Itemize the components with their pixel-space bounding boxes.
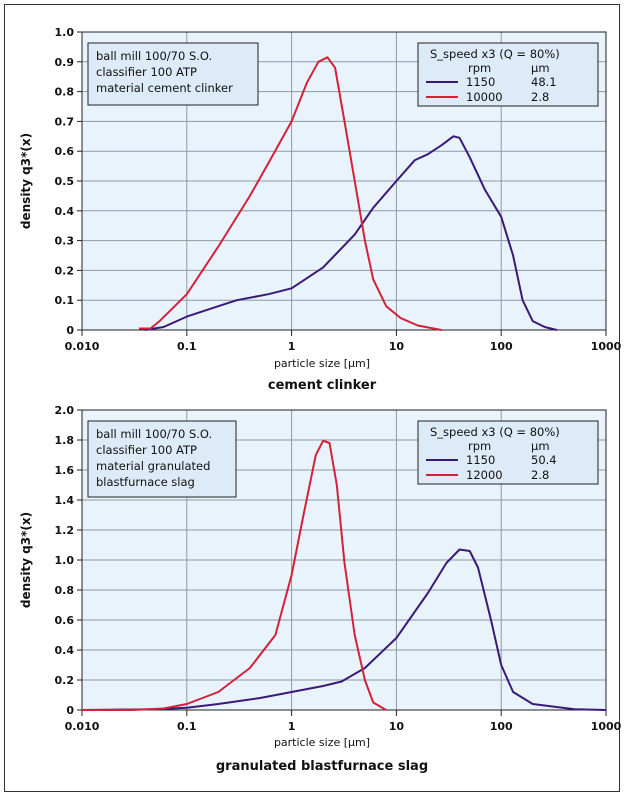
y-tick-label: 1.8: [55, 434, 75, 447]
y-tick-label: 0.4: [55, 205, 75, 218]
x-tick-label: 10: [389, 340, 405, 353]
y-tick-label: 0: [66, 704, 74, 717]
legend-title: S_speed x3 (Q = 80%): [430, 47, 560, 61]
figure-frame: [4, 4, 620, 792]
chart-title: granulated blastfurnace slag: [216, 759, 428, 774]
y-tick-label: 1.0: [55, 26, 75, 39]
y-tick-label: 0.8: [55, 86, 75, 99]
y-tick-label: 0.8: [55, 584, 75, 597]
legend-um: 50.4: [531, 453, 557, 467]
info-box-line: classifier 100 ATP: [96, 443, 197, 457]
x-tick-label: 0.010: [65, 340, 100, 353]
series-line-coarse: [81, 548, 607, 711]
info-box-line: blastfurnace slag: [96, 475, 195, 489]
chart-granulated-slag: 0 0.2 0.4 0.6 0.8 1.0 1.2 1.4 1.6 1.8 2.0 0.010 0.1 1…: [19, 404, 622, 774]
y-tick-label: 0.4: [55, 644, 75, 657]
legend-box: [417, 420, 599, 485]
info-box: [87, 42, 259, 106]
legend-box: [417, 42, 599, 107]
series-line-coarse: [144, 135, 558, 331]
x-tick-label: 1: [288, 340, 296, 353]
y-tick-label: 0.9: [55, 56, 75, 69]
legend-rpm: 10000: [466, 90, 503, 104]
x-tick-label: 1000: [591, 720, 622, 733]
x-tick-label: 0.1: [177, 720, 197, 733]
info-box-line: ball mill 100/70 S.O.: [96, 49, 212, 63]
info-box-line: material cement clinker: [96, 81, 233, 95]
series-line-fine: [82, 439, 387, 711]
legend-col-rpm: rpm: [468, 61, 491, 75]
y-tick-label: 2.0: [55, 404, 75, 417]
y-tick-label: 1.4: [55, 494, 75, 507]
legend-um: 2.8: [531, 90, 549, 104]
x-tick-label: 10: [389, 720, 405, 733]
y-axis-label: density q3*(x): [19, 512, 33, 608]
y-tick-label: 0.2: [55, 674, 75, 687]
info-box-line: ball mill 100/70 S.O.: [96, 427, 212, 441]
x-tick-label: 0.010: [65, 720, 100, 733]
y-tick-label: 1.2: [55, 524, 75, 537]
legend-rpm: 1150: [466, 75, 495, 89]
legend-um: 2.8: [531, 468, 549, 482]
y-tick-label: 0.1: [55, 294, 75, 307]
series-line-fine: [139, 56, 442, 331]
y-tick-label: 0.6: [55, 614, 75, 627]
x-tick-label: 100: [490, 340, 513, 353]
plot-border: [81, 409, 607, 711]
info-box: [87, 420, 237, 498]
plot-border: [81, 31, 607, 331]
y-tick-label: 0.6: [55, 145, 75, 158]
legend-col-rpm: rpm: [468, 439, 491, 453]
y-tick-label: 1.6: [55, 464, 75, 477]
info-box-line: classifier 100 ATP: [96, 65, 197, 79]
x-tick-label: 1000: [591, 340, 622, 353]
x-tick-label: 0.1: [177, 340, 197, 353]
y-tick-label: 0.2: [55, 264, 75, 277]
y-tick-label: 0.3: [55, 235, 75, 248]
y-tick-label: 0.5: [55, 175, 75, 188]
y-tick-label: 0: [66, 324, 74, 337]
y-axis-label: density q3*(x): [19, 133, 33, 229]
legend-col-um: µm: [531, 61, 550, 75]
chart-title: cement clinker: [268, 378, 377, 393]
legend-col-um: µm: [531, 439, 550, 453]
chart-cement-clinker: 0 0.1 0.2 0.3 0.4 0.5 0.6 0.7 0.8 0.9 1.0 0.010 0.1 1…: [19, 26, 622, 393]
legend-title: S_speed x3 (Q = 80%): [430, 425, 560, 439]
x-tick-label: 100: [490, 720, 513, 733]
legend-rpm: 12000: [466, 468, 503, 482]
x-axis-label: particle size [µm]: [274, 736, 370, 749]
info-box-line: material granulated: [96, 459, 210, 473]
x-axis-label: particle size [µm]: [274, 357, 370, 370]
y-tick-label: 0.7: [55, 115, 75, 128]
legend-um: 48.1: [531, 75, 557, 89]
y-tick-label: 1.0: [55, 554, 75, 567]
x-tick-label: 1: [288, 720, 296, 733]
legend-rpm: 1150: [466, 453, 495, 467]
